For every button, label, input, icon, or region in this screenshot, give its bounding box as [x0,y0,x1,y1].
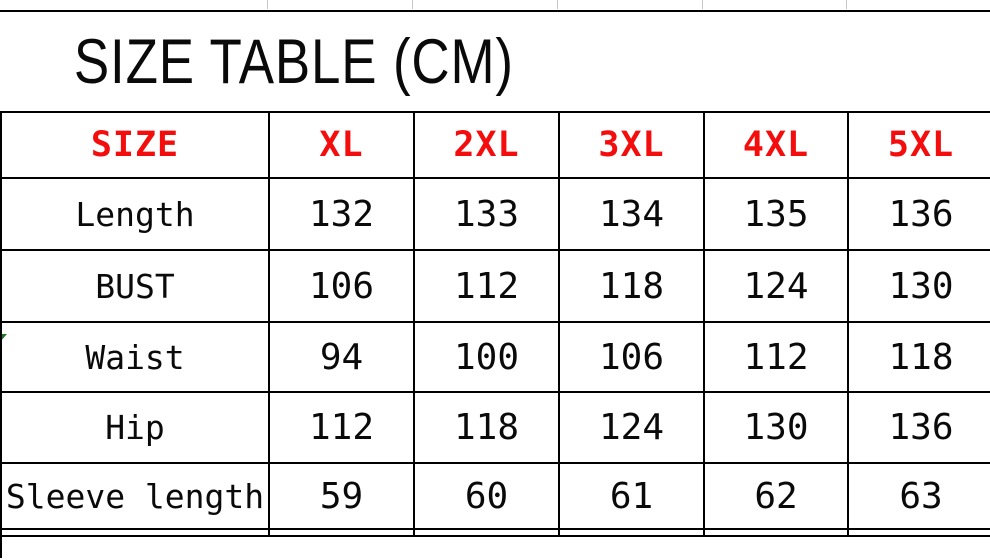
title-band: SIZE TABLE (CM) [0,12,990,111]
cell-value: 134 [558,177,705,251]
table-row-waist: Waist 94 100 106 112 118 [0,321,990,393]
cell-value: 118 [847,321,990,393]
table-row-sleeve-length: Sleeve length 59 60 61 62 63 [0,462,990,530]
header-row: SIZE XL 2XL 3XL 4XL 5XL [0,111,990,179]
row-label: Waist [0,321,270,393]
cell-value: 112 [703,321,849,393]
row-label: Hip [0,391,270,464]
cell-value: 94 [268,321,415,393]
gridline-stub [412,0,413,9]
header-cell-xl: XL [268,111,415,179]
gridline-stub [267,0,268,9]
cell-value: 130 [847,249,990,323]
cell-value: 133 [413,177,560,251]
cell-value: 124 [558,391,705,464]
cell-value: 100 [413,321,560,393]
cell-value: 59 [268,462,415,530]
table-row-length: Length 132 133 134 135 136 [0,177,990,251]
row-label: Sleeve length [0,462,270,530]
cell-value: 136 [847,177,990,251]
cell-value: 132 [268,177,415,251]
size-table: SIZE XL 2XL 3XL 4XL 5XL Length 132 133 1… [0,111,990,537]
cell-value: 118 [413,391,560,464]
cell-value: 106 [268,249,415,323]
header-cell-2xl: 2XL [413,111,560,179]
header-cell-size: SIZE [0,111,270,179]
top-border-line [0,10,990,12]
cell-value: 124 [703,249,849,323]
cell-value: 118 [558,249,705,323]
header-cell-5xl: 5XL [847,111,990,179]
cell-value: 106 [558,321,705,393]
cell-value: 61 [558,462,705,530]
row-label: Length [0,177,270,251]
cell-value: 62 [703,462,849,530]
cell-value: 112 [268,391,415,464]
cell-value: 112 [413,249,560,323]
gridline-stub [557,0,558,9]
cropped-next-row [0,528,990,537]
cell-value: 60 [413,462,560,530]
cell-value: 136 [847,391,990,464]
cell-value: 135 [703,177,849,251]
table-row-bust: BUST 106 112 118 124 130 [0,249,990,323]
gridline-stub [846,0,847,9]
cell-value: 63 [847,462,990,530]
gridline-stub [702,0,703,9]
table-row-hip: Hip 112 118 124 130 136 [0,391,990,464]
page-title: SIZE TABLE (CM) [73,26,514,97]
cell-value: 130 [703,391,849,464]
header-cell-3xl: 3XL [558,111,705,179]
header-cell-4xl: 4XL [703,111,849,179]
row-label: BUST [0,249,270,323]
